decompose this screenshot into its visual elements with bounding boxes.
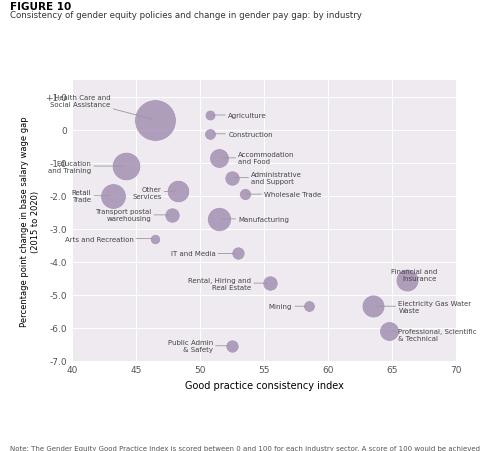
Point bbox=[369, 303, 377, 310]
Text: Accommodation
and Food: Accommodation and Food bbox=[222, 152, 295, 165]
Point bbox=[151, 235, 159, 243]
Text: Health Care and
Social Assistance: Health Care and Social Assistance bbox=[50, 95, 153, 120]
Text: IT and Media: IT and Media bbox=[170, 251, 236, 257]
Point bbox=[305, 303, 312, 310]
Point bbox=[174, 188, 182, 195]
Point bbox=[404, 276, 411, 284]
Text: Agriculture: Agriculture bbox=[213, 113, 267, 119]
Text: Mining: Mining bbox=[269, 304, 306, 309]
Point bbox=[228, 175, 236, 182]
Point bbox=[109, 193, 117, 200]
Point bbox=[241, 191, 249, 198]
Point bbox=[151, 117, 159, 124]
Text: Construction: Construction bbox=[213, 132, 273, 138]
Point bbox=[206, 131, 214, 138]
Point bbox=[228, 342, 236, 350]
Text: Consistency of gender equity policies and change in gender pay gap: by industry: Consistency of gender equity policies an… bbox=[10, 11, 361, 20]
Text: Other
Services: Other Services bbox=[132, 187, 176, 199]
Text: FIGURE 10: FIGURE 10 bbox=[10, 2, 71, 12]
Point bbox=[235, 250, 242, 258]
Text: Wholesale Trade: Wholesale Trade bbox=[248, 192, 321, 198]
Point bbox=[216, 155, 223, 162]
Point bbox=[216, 216, 223, 223]
Text: Electricity Gas Water
Waste: Electricity Gas Water Waste bbox=[375, 300, 471, 313]
Text: Public Admin
& Safety: Public Admin & Safety bbox=[168, 340, 229, 353]
Text: Financial and
Insurance: Financial and Insurance bbox=[391, 269, 437, 282]
Point bbox=[385, 327, 393, 335]
Text: Retail
Trade: Retail Trade bbox=[72, 190, 110, 203]
Point bbox=[168, 212, 176, 219]
Point bbox=[206, 112, 214, 120]
X-axis label: Good practice consistency index: Good practice consistency index bbox=[185, 380, 343, 390]
Text: Transport postal
warehousing: Transport postal warehousing bbox=[95, 209, 169, 222]
Y-axis label: Percentage point change in base salary wage gap
(2015 to 2020): Percentage point change in base salary w… bbox=[20, 116, 40, 326]
Text: Education
and Training: Education and Training bbox=[48, 160, 123, 173]
Text: Rental, Hiring and
Real Estate: Rental, Hiring and Real Estate bbox=[188, 277, 268, 290]
Text: Manufacturing: Manufacturing bbox=[222, 216, 289, 222]
Text: Arts and Recreation: Arts and Recreation bbox=[65, 236, 153, 242]
Text: Note: The Gender Equity Good Practice Index is scored between 0 and 100 for each: Note: The Gender Equity Good Practice In… bbox=[10, 445, 480, 451]
Text: Professional, Scientific
& Technical: Professional, Scientific & Technical bbox=[392, 328, 477, 341]
Point bbox=[266, 280, 274, 287]
Point bbox=[122, 163, 130, 170]
Text: Administrative
and Support: Administrative and Support bbox=[235, 172, 302, 185]
